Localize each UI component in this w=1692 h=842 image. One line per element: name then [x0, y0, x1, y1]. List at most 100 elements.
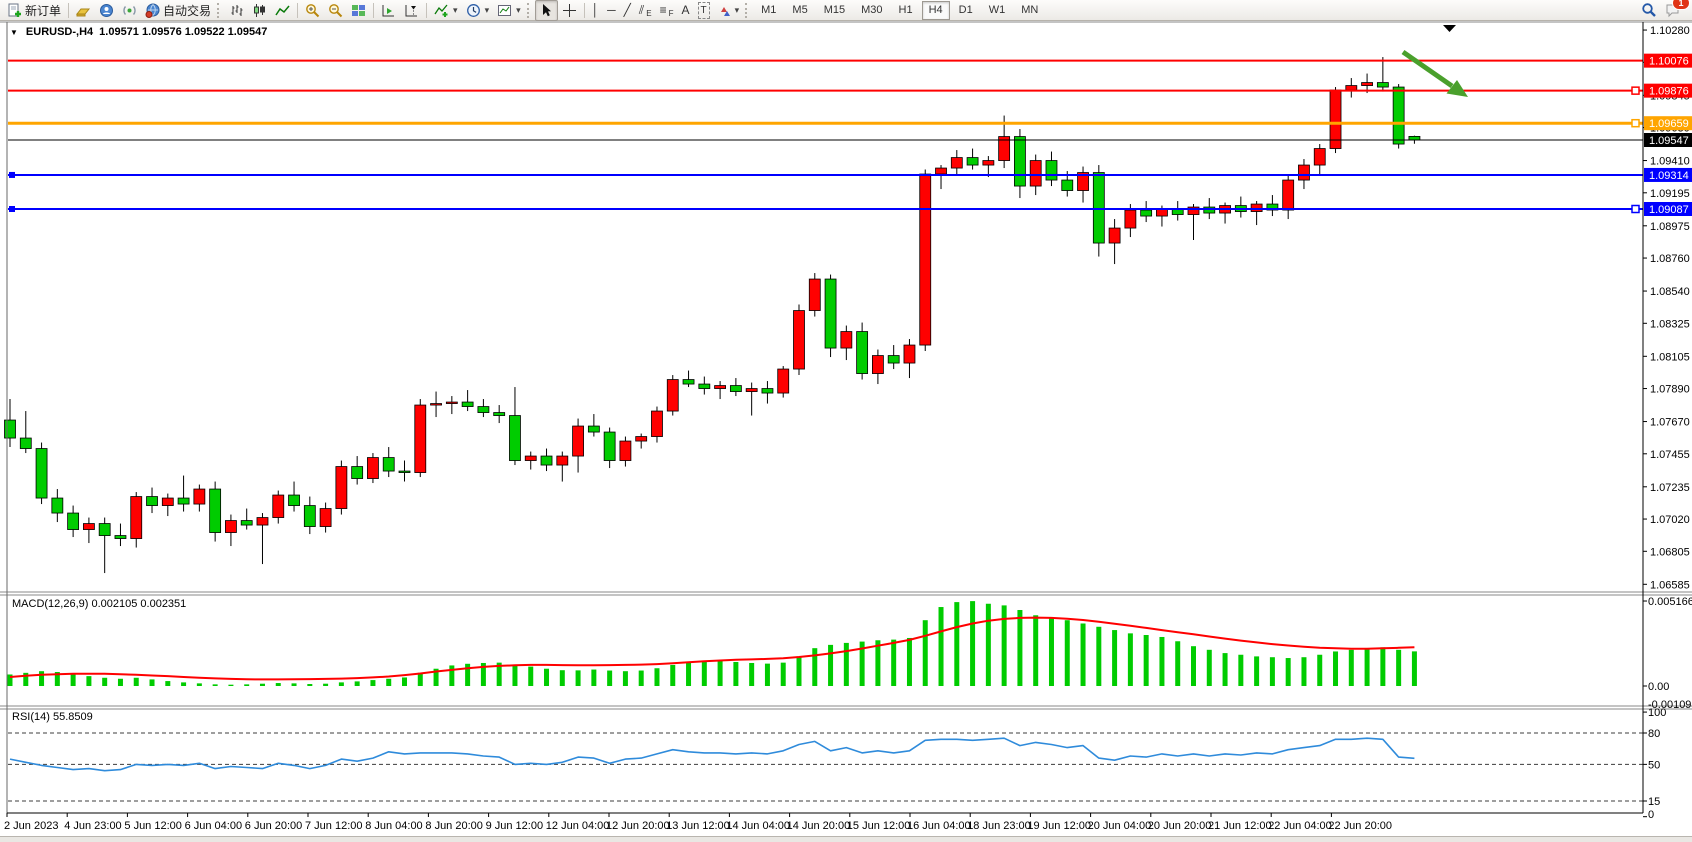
macd-histogram	[7, 601, 1417, 686]
gold-button[interactable]	[72, 0, 95, 21]
time-tick-label: 12 Jun 20:00	[606, 820, 670, 832]
templates-button[interactable]: ▾	[493, 0, 525, 21]
hline-object-1.09314[interactable]: 1.09314	[8, 167, 1692, 182]
timeframe-button-H1[interactable]: H1	[898, 4, 913, 16]
horizontal-line-tool-button[interactable]: ─	[603, 0, 620, 21]
candle-body	[808, 278, 821, 311]
price-tick-label: 1.07670	[1650, 417, 1690, 429]
template-icon	[498, 4, 512, 16]
candle-body	[225, 520, 237, 533]
fibonacci-icon-sub: F	[668, 8, 674, 18]
time-tick-label: 20 Jun 20:00	[1148, 820, 1212, 832]
candle-body	[1045, 160, 1058, 181]
price-tick-label: 1.08540	[1650, 286, 1690, 298]
candle-body	[1361, 82, 1373, 86]
window-bottom-strip	[0, 836, 1692, 842]
chart-menu-icon[interactable]: ▼	[10, 27, 18, 37]
price-tick-label: 1.10280	[1650, 25, 1690, 37]
candle-body	[19, 437, 32, 449]
timeframe-button-W1[interactable]: W1	[988, 4, 1006, 16]
dropdown-caret-icon: ▾	[484, 4, 490, 15]
candle-body	[1061, 179, 1074, 191]
candle-body	[666, 379, 679, 412]
candle-body	[1250, 203, 1263, 212]
signal-button[interactable]	[118, 0, 141, 21]
time-tick-label: 12 Jun 04:00	[546, 820, 610, 832]
candle-body	[840, 331, 853, 349]
price-tick-label: 1.07020	[1650, 514, 1690, 526]
candle-body	[651, 410, 663, 437]
zoom-out-icon	[329, 3, 343, 17]
hline-object-1.09087[interactable]: 1.09087	[8, 202, 1692, 216]
candle-body	[272, 494, 285, 518]
notifications-button[interactable]: 1	[1661, 0, 1690, 21]
timeframe-button-D1[interactable]: D1	[958, 4, 973, 16]
current-price-line: 1.09547	[8, 133, 1692, 147]
cursor-tool-button[interactable]	[534, 0, 558, 21]
time-axis[interactable]: 2 Jun 2023 4 Jun 23:00 5 Jun 12:00 6 Jun 04…	[4, 813, 1392, 832]
candle-body	[524, 455, 537, 461]
candle-body	[950, 157, 963, 169]
hline-price-label: 1.09087	[1649, 204, 1689, 216]
community-button[interactable]	[95, 0, 118, 21]
search-button[interactable]	[1637, 0, 1661, 21]
candle-body	[1282, 179, 1295, 211]
price-tick-label: 1.08760	[1650, 253, 1690, 265]
arrows-tool-button[interactable]: ▾	[714, 0, 744, 21]
price-axis[interactable]: 1.102801.100651.098451.096301.094101.091…	[1643, 25, 1690, 591]
trend-arrow-annotation[interactable]	[1401, 49, 1468, 97]
chart-shift-icon	[405, 4, 418, 16]
candle-body	[603, 431, 616, 461]
timeframe-button-M30[interactable]: M30	[861, 4, 883, 16]
zoom-in-button[interactable]	[301, 0, 324, 21]
line-chart-button[interactable]	[271, 0, 294, 21]
rsi-axis[interactable]: 100 80 50 150	[1643, 707, 1666, 821]
text-label-icon: T	[697, 1, 710, 19]
candlestick-button[interactable]	[248, 0, 271, 21]
bar-chart-icon	[231, 4, 243, 16]
hline-object-1.09659[interactable]: 1.09659	[8, 116, 1692, 131]
chart-shift-button[interactable]	[400, 0, 423, 21]
candle-body	[619, 440, 632, 461]
indicators-button[interactable]: ▾	[430, 0, 462, 21]
candle-body	[445, 401, 458, 404]
candle-body	[540, 455, 553, 466]
autotrading-button[interactable]: 自动交易	[141, 0, 215, 21]
hline-object-1.10076[interactable]: 1.10076	[8, 53, 1692, 68]
price-tick-label: 1.06585	[1650, 579, 1690, 591]
crosshair-tool-button[interactable]	[558, 0, 581, 21]
candle-body	[729, 385, 742, 392]
main-toolbar: 新订单 自动交易	[0, 0, 1692, 21]
bar-chart-button[interactable]	[225, 0, 248, 21]
candle-body	[161, 497, 174, 506]
candle-body	[1408, 135, 1421, 141]
hline-right-handle	[1631, 118, 1640, 128]
new-order-button[interactable]: 新订单	[3, 0, 65, 21]
trendline-tool-button[interactable]: ╱	[620, 0, 635, 21]
timeframe-button-M5[interactable]: M5	[792, 4, 808, 16]
time-tick-label: 4 Jun 23:00	[64, 820, 122, 832]
chart-shift-marker[interactable]	[1443, 25, 1456, 32]
candle-body	[1392, 86, 1405, 145]
macd-axis[interactable]: 0.005166 0.00 -0.001095	[1643, 596, 1692, 711]
timeframe-button-M15[interactable]: M15	[823, 4, 846, 16]
autotrading-icon	[145, 3, 160, 18]
text-label-tool-button[interactable]: T	[694, 0, 714, 21]
time-tick-label: 14 Jun 04:00	[726, 820, 790, 832]
timeframe-button-MN[interactable]: MN	[1021, 4, 1039, 16]
zoom-out-button[interactable]	[324, 0, 347, 21]
text-tool-button[interactable]: A	[677, 0, 693, 21]
equidistant-channel-tool-button[interactable]: ⫽ E	[635, 0, 656, 21]
periods-button[interactable]: ▾	[462, 0, 494, 21]
timeframe-button-H4[interactable]: H4	[921, 0, 950, 20]
price-tick-label: 1.07455	[1650, 449, 1690, 461]
price-tick-label: 1.09195	[1650, 188, 1690, 200]
hline-object-1.09876[interactable]: 1.09876	[8, 83, 1692, 98]
tile-windows-button[interactable]	[347, 0, 370, 21]
vertical-line-tool-button[interactable]: │	[588, 0, 604, 21]
fibonacci-tool-button[interactable]: ≡ F	[656, 0, 678, 21]
auto-scroll-button[interactable]	[377, 0, 400, 21]
timeframe-button-M1[interactable]: M1	[761, 4, 777, 16]
new-order-label: 新订单	[25, 3, 62, 18]
